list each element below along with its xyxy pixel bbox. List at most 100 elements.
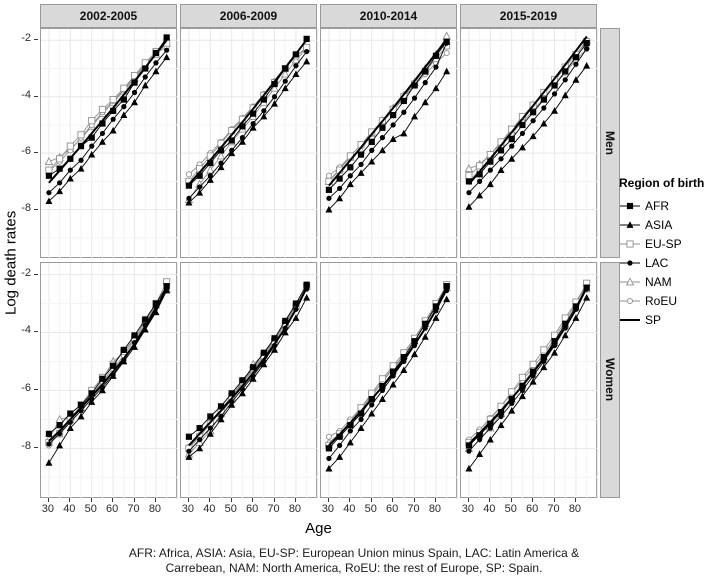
x-tick-label: 70 bbox=[267, 503, 280, 515]
x-tick-label: 30 bbox=[181, 503, 195, 515]
y-tick-label: -4 bbox=[21, 88, 31, 101]
legend-label: AFR bbox=[645, 198, 669, 213]
x-tick-label: 50 bbox=[364, 503, 377, 515]
panel-men-2006-2009 bbox=[180, 28, 318, 259]
y-tick-mark bbox=[34, 152, 38, 154]
x-tick-mark bbox=[489, 498, 491, 502]
x-tick-mark bbox=[370, 498, 372, 502]
legend-label: EU-SP bbox=[645, 236, 682, 251]
panel-women-2010-2014 bbox=[320, 262, 458, 499]
y-tick-label: -6 bbox=[21, 382, 31, 395]
y-tick-mark bbox=[34, 331, 38, 333]
panel-women-2002-2005 bbox=[40, 262, 178, 499]
x-tick-label: 80 bbox=[288, 503, 302, 515]
x-tick-label: 80 bbox=[568, 503, 582, 515]
panel-men-2002-2005 bbox=[40, 28, 178, 259]
legend-label: NAM bbox=[645, 274, 672, 289]
facet-col-strip-2002-2005: 2002-2005 bbox=[40, 4, 177, 28]
x-tick-mark bbox=[187, 498, 189, 502]
x-tick-label: 60 bbox=[246, 503, 259, 515]
x-axis-title: Age bbox=[305, 520, 332, 537]
x-tick-mark bbox=[273, 498, 275, 502]
x-tick-label: 40 bbox=[483, 503, 496, 515]
y-tick-mark bbox=[34, 208, 38, 210]
x-tick-mark bbox=[154, 498, 156, 502]
facet-col-strip-2006-2009: 2006-2009 bbox=[180, 4, 317, 28]
x-tick-mark bbox=[467, 498, 469, 502]
x-tick-label: 70 bbox=[127, 503, 140, 515]
x-tick-label: 50 bbox=[224, 503, 237, 515]
legend-item-EU-SP: EU-SP bbox=[619, 234, 708, 253]
panel-men-2015-2019 bbox=[460, 28, 598, 259]
caption-line-1: AFR: Africa, ASIA: Asia, EU-SP: European… bbox=[128, 546, 580, 560]
y-tick-mark bbox=[34, 389, 38, 391]
legend-items: AFR ASIA EU-SP LAC NAM RoEU SP bbox=[619, 196, 708, 329]
x-tick-label: 60 bbox=[526, 503, 539, 515]
y-tick-label: -6 bbox=[21, 145, 31, 158]
x-tick-label: 50 bbox=[504, 503, 517, 515]
facet-row-strip-women: Women bbox=[600, 262, 620, 498]
y-tick-mark bbox=[34, 447, 38, 449]
x-tick-mark bbox=[434, 498, 436, 502]
y-tick-mark bbox=[34, 273, 38, 275]
x-tick-label: 50 bbox=[84, 503, 97, 515]
y-tick-label: -2 bbox=[21, 266, 31, 279]
y-tick-mark bbox=[34, 39, 38, 41]
asia-key-icon bbox=[620, 220, 640, 228]
nam-key-icon bbox=[620, 276, 640, 285]
afr-key-icon bbox=[620, 202, 640, 209]
panel-row-men bbox=[40, 28, 598, 259]
x-tick-label: 60 bbox=[106, 503, 119, 515]
x-tick-mark bbox=[532, 498, 534, 502]
panel-row-women bbox=[40, 262, 598, 499]
eu-sp-key-icon bbox=[620, 239, 640, 248]
legend-item-RoEU: RoEU bbox=[619, 291, 708, 310]
x-tick-mark bbox=[413, 498, 415, 502]
x-tick-label: 80 bbox=[428, 503, 442, 515]
legend: Region of birth AFR ASIA EU-SP LAC NAM RoEU SP bbox=[619, 176, 708, 329]
roeu-key-icon bbox=[620, 297, 640, 304]
x-tick-mark bbox=[209, 498, 211, 502]
y-tick-label: -2 bbox=[21, 32, 31, 45]
x-tick-mark bbox=[112, 498, 114, 502]
y-tick-label: -4 bbox=[21, 324, 31, 337]
x-tick-mark bbox=[47, 498, 49, 502]
legend-item-AFR: AFR bbox=[619, 196, 708, 215]
x-tick-label: 40 bbox=[343, 503, 356, 515]
x-tick-label: 60 bbox=[386, 503, 399, 515]
panel-women-2006-2009 bbox=[180, 262, 318, 499]
x-tick-mark bbox=[294, 498, 296, 502]
x-tick-label: 30 bbox=[321, 503, 335, 515]
x-tick-mark bbox=[90, 498, 92, 502]
x-tick-mark bbox=[327, 498, 329, 502]
lac-key-icon bbox=[620, 259, 640, 266]
x-tick-mark bbox=[553, 498, 555, 502]
legend-label: RoEU bbox=[645, 293, 678, 308]
facet-col-strip-2010-2014: 2010-2014 bbox=[320, 4, 457, 28]
x-tick-label: 80 bbox=[148, 503, 162, 515]
y-axis-title: Log death rates bbox=[2, 210, 20, 316]
x-tick-label: 30 bbox=[461, 503, 475, 515]
x-tick-mark bbox=[69, 498, 71, 502]
legend-item-NAM: NAM bbox=[619, 272, 708, 291]
y-tick-label: -8 bbox=[21, 201, 31, 214]
x-tick-label: 40 bbox=[203, 503, 216, 515]
y-tick-mark bbox=[34, 95, 38, 97]
legend-label: LAC bbox=[645, 255, 669, 270]
x-tick-mark bbox=[510, 498, 512, 502]
facet-col-strip-2015-2019: 2015-2019 bbox=[460, 4, 597, 28]
caption: AFR: Africa, ASIA: Asia, EU-SP: European… bbox=[0, 546, 708, 576]
legend-label: SP bbox=[645, 312, 662, 327]
x-tick-mark bbox=[252, 498, 254, 502]
x-tick-mark bbox=[133, 498, 135, 502]
sp-key-icon bbox=[620, 318, 640, 321]
legend-item-SP: SP bbox=[619, 310, 708, 329]
x-tick-mark bbox=[230, 498, 232, 502]
x-tick-mark bbox=[349, 498, 351, 502]
facet-column-strips: 2002-2005 2006-2009 2010-2014 2015-2019 bbox=[40, 4, 597, 28]
facet-row-strip-men: Men bbox=[600, 28, 620, 258]
legend-item-LAC: LAC bbox=[619, 253, 708, 272]
caption-line-2: Carrebean, NAM: North America, RoEU: the… bbox=[165, 561, 543, 575]
panel-women-2015-2019 bbox=[460, 262, 598, 499]
